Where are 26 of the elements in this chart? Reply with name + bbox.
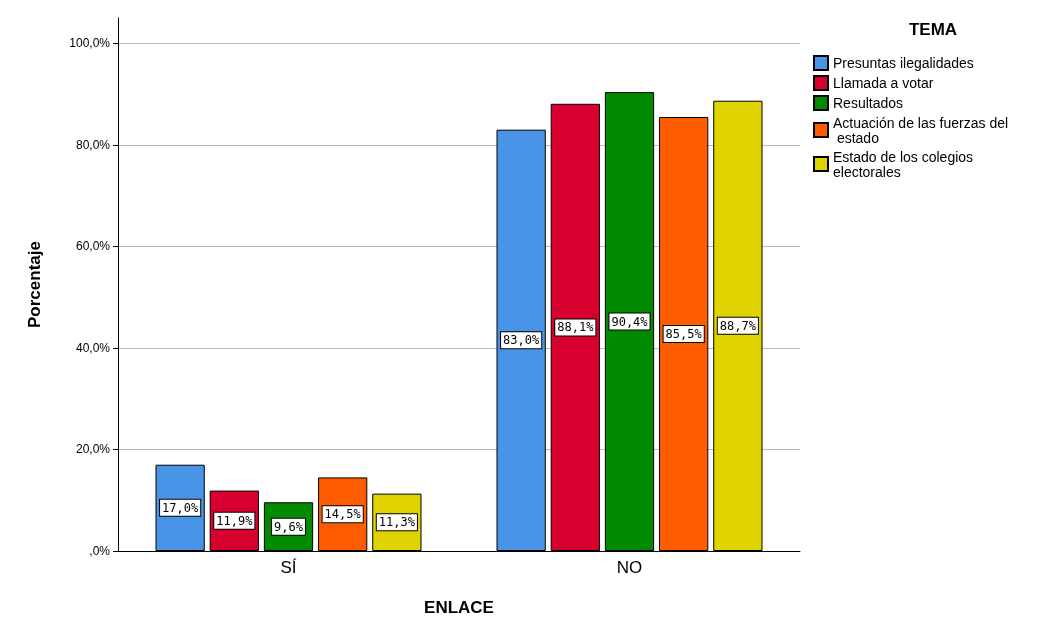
legend-label: Resultados [833,95,904,111]
legend-label: Presuntas ilegalidades [833,55,974,71]
y-tick-label: 80,0% [75,137,111,152]
data-label: 90,4% [611,314,649,329]
y-tick-label: ,0% [89,544,111,558]
y-tick-label: 20,0% [75,442,111,457]
data-label: 11,3% [378,515,416,530]
legend-label: Estado de los colegios electorales [833,148,977,180]
y-tick-label: 100,0% [69,36,111,51]
legend-label: Actuación de las fuerzas del estado [833,114,1009,146]
data-label: 88,7% [719,318,757,333]
legend-label: Llamada a votar [833,75,934,91]
y-tick-label: 60,0% [75,239,111,254]
data-label: 88,1% [557,320,595,335]
data-label: 11,9% [216,513,254,528]
data-label: 85,5% [665,326,703,341]
y-tick-label: 40,0% [75,340,111,355]
data-label: 83,0% [503,333,540,348]
data-label: 9,6% [274,519,304,534]
x-tick-label: SÍ [280,558,297,577]
data-label: 14,5% [324,507,362,522]
data-label: 17,0% [162,500,199,515]
y-axis-title: Porcentaje [25,241,44,328]
legend-title: TEMA [908,20,958,39]
x-tick-label: NO [616,558,643,577]
x-axis-title: ENLACE [424,598,494,617]
